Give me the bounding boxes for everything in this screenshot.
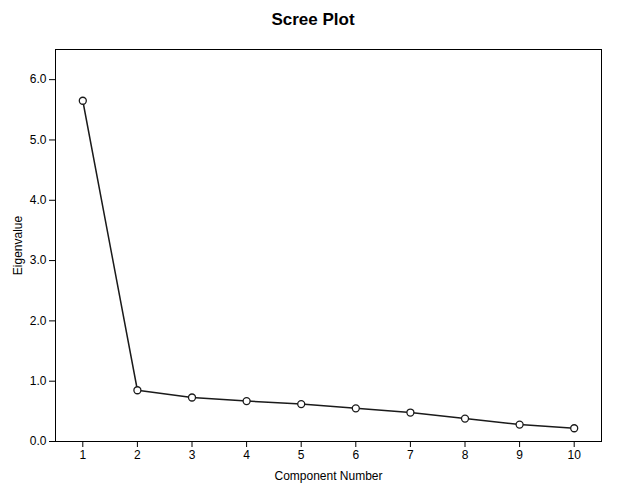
svg-text:4: 4 [243, 448, 250, 462]
svg-text:0.0: 0.0 [30, 434, 47, 448]
svg-text:6: 6 [352, 448, 359, 462]
svg-text:1: 1 [79, 448, 86, 462]
svg-text:2: 2 [134, 448, 141, 462]
svg-text:10: 10 [568, 448, 582, 462]
svg-text:Eigenvalue: Eigenvalue [11, 215, 25, 275]
svg-text:6.0: 6.0 [30, 72, 47, 86]
svg-text:5: 5 [298, 448, 305, 462]
svg-text:2.0: 2.0 [30, 314, 47, 328]
svg-text:Component Number: Component Number [274, 469, 382, 483]
svg-text:5.0: 5.0 [30, 133, 47, 147]
svg-text:8: 8 [462, 448, 469, 462]
svg-text:9: 9 [516, 448, 523, 462]
svg-text:1.0: 1.0 [30, 374, 47, 388]
svg-text:3.0: 3.0 [30, 253, 47, 267]
svg-text:4.0: 4.0 [30, 193, 47, 207]
html-text:Scree Plot: Scree Plot [271, 10, 355, 29]
svg-text:7: 7 [407, 448, 414, 462]
svg-text:3: 3 [189, 448, 196, 462]
